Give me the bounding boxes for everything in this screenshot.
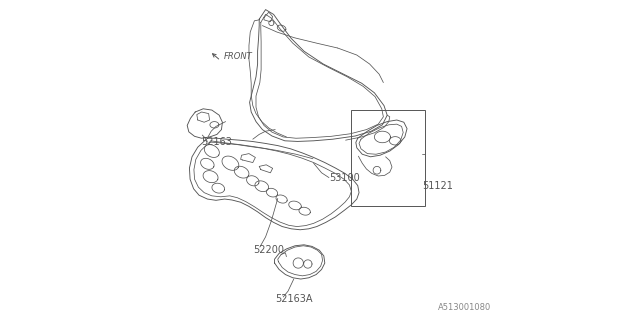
Bar xyxy=(351,110,425,206)
Text: A513001080: A513001080 xyxy=(438,303,492,312)
Text: 52163: 52163 xyxy=(201,137,232,148)
Text: FRONT: FRONT xyxy=(224,52,253,61)
Text: 53100: 53100 xyxy=(330,172,360,183)
Text: 52163A: 52163A xyxy=(275,294,313,304)
Text: 51121: 51121 xyxy=(422,180,453,191)
Text: 52200: 52200 xyxy=(253,244,284,255)
